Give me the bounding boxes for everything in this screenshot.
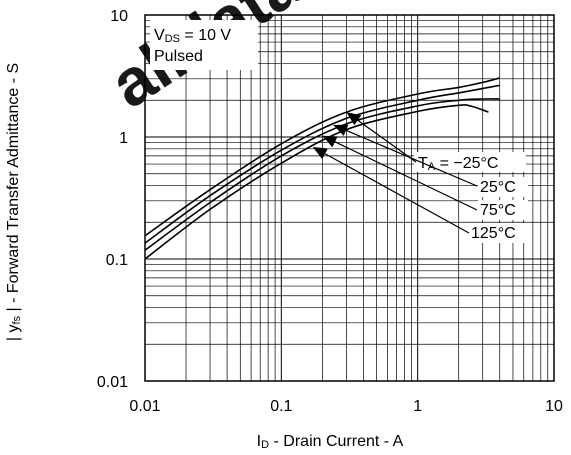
grid <box>145 15 554 381</box>
leader-line-3 <box>324 153 470 234</box>
condition-vds: VDS = 10 V <box>154 27 231 45</box>
y-tick-label: 1 <box>119 130 128 147</box>
leader-line-2 <box>334 141 478 211</box>
x-axis-label: ID - Drain Current - A <box>257 433 404 451</box>
curve-label-125: 125°C <box>471 225 516 242</box>
x-tick-label: 10 <box>545 398 563 415</box>
series-line-2 <box>144 98 500 251</box>
condition-box <box>150 20 258 70</box>
leader-line-1 <box>345 129 478 187</box>
curve-labels: TA = −25°C 25°C 75°C 125°C <box>414 152 528 243</box>
leader-line-0 <box>357 119 417 163</box>
x-tick-label: 1 <box>413 398 422 415</box>
arrowhead-1 <box>333 124 349 136</box>
leader-lines <box>312 112 478 234</box>
x-tick-label: 0.1 <box>270 398 292 415</box>
arrowhead-3 <box>312 147 328 159</box>
y-tick-label: 10 <box>110 8 128 25</box>
series-line-1 <box>144 84 500 244</box>
y-tick-label: 0.01 <box>97 374 128 391</box>
arrowhead-2 <box>322 135 338 148</box>
y-axis-label: | yfs | - Forward Transfer Admittance - … <box>5 63 23 341</box>
series-line-3 <box>144 104 489 260</box>
arrowhead-0 <box>346 112 362 126</box>
x-tick-label: 0.01 <box>129 398 160 415</box>
curve-label-75: 75°C <box>480 202 516 219</box>
series-line-0 <box>144 77 500 237</box>
y-tick-label: 0.1 <box>106 252 128 269</box>
curve-label-25: 25°C <box>480 179 516 196</box>
tick-labels: 0.01 0.1 1 10 0.01 0.1 1 10 <box>97 8 563 415</box>
condition-pulsed: Pulsed <box>154 48 203 65</box>
plot-frame <box>144 14 555 382</box>
